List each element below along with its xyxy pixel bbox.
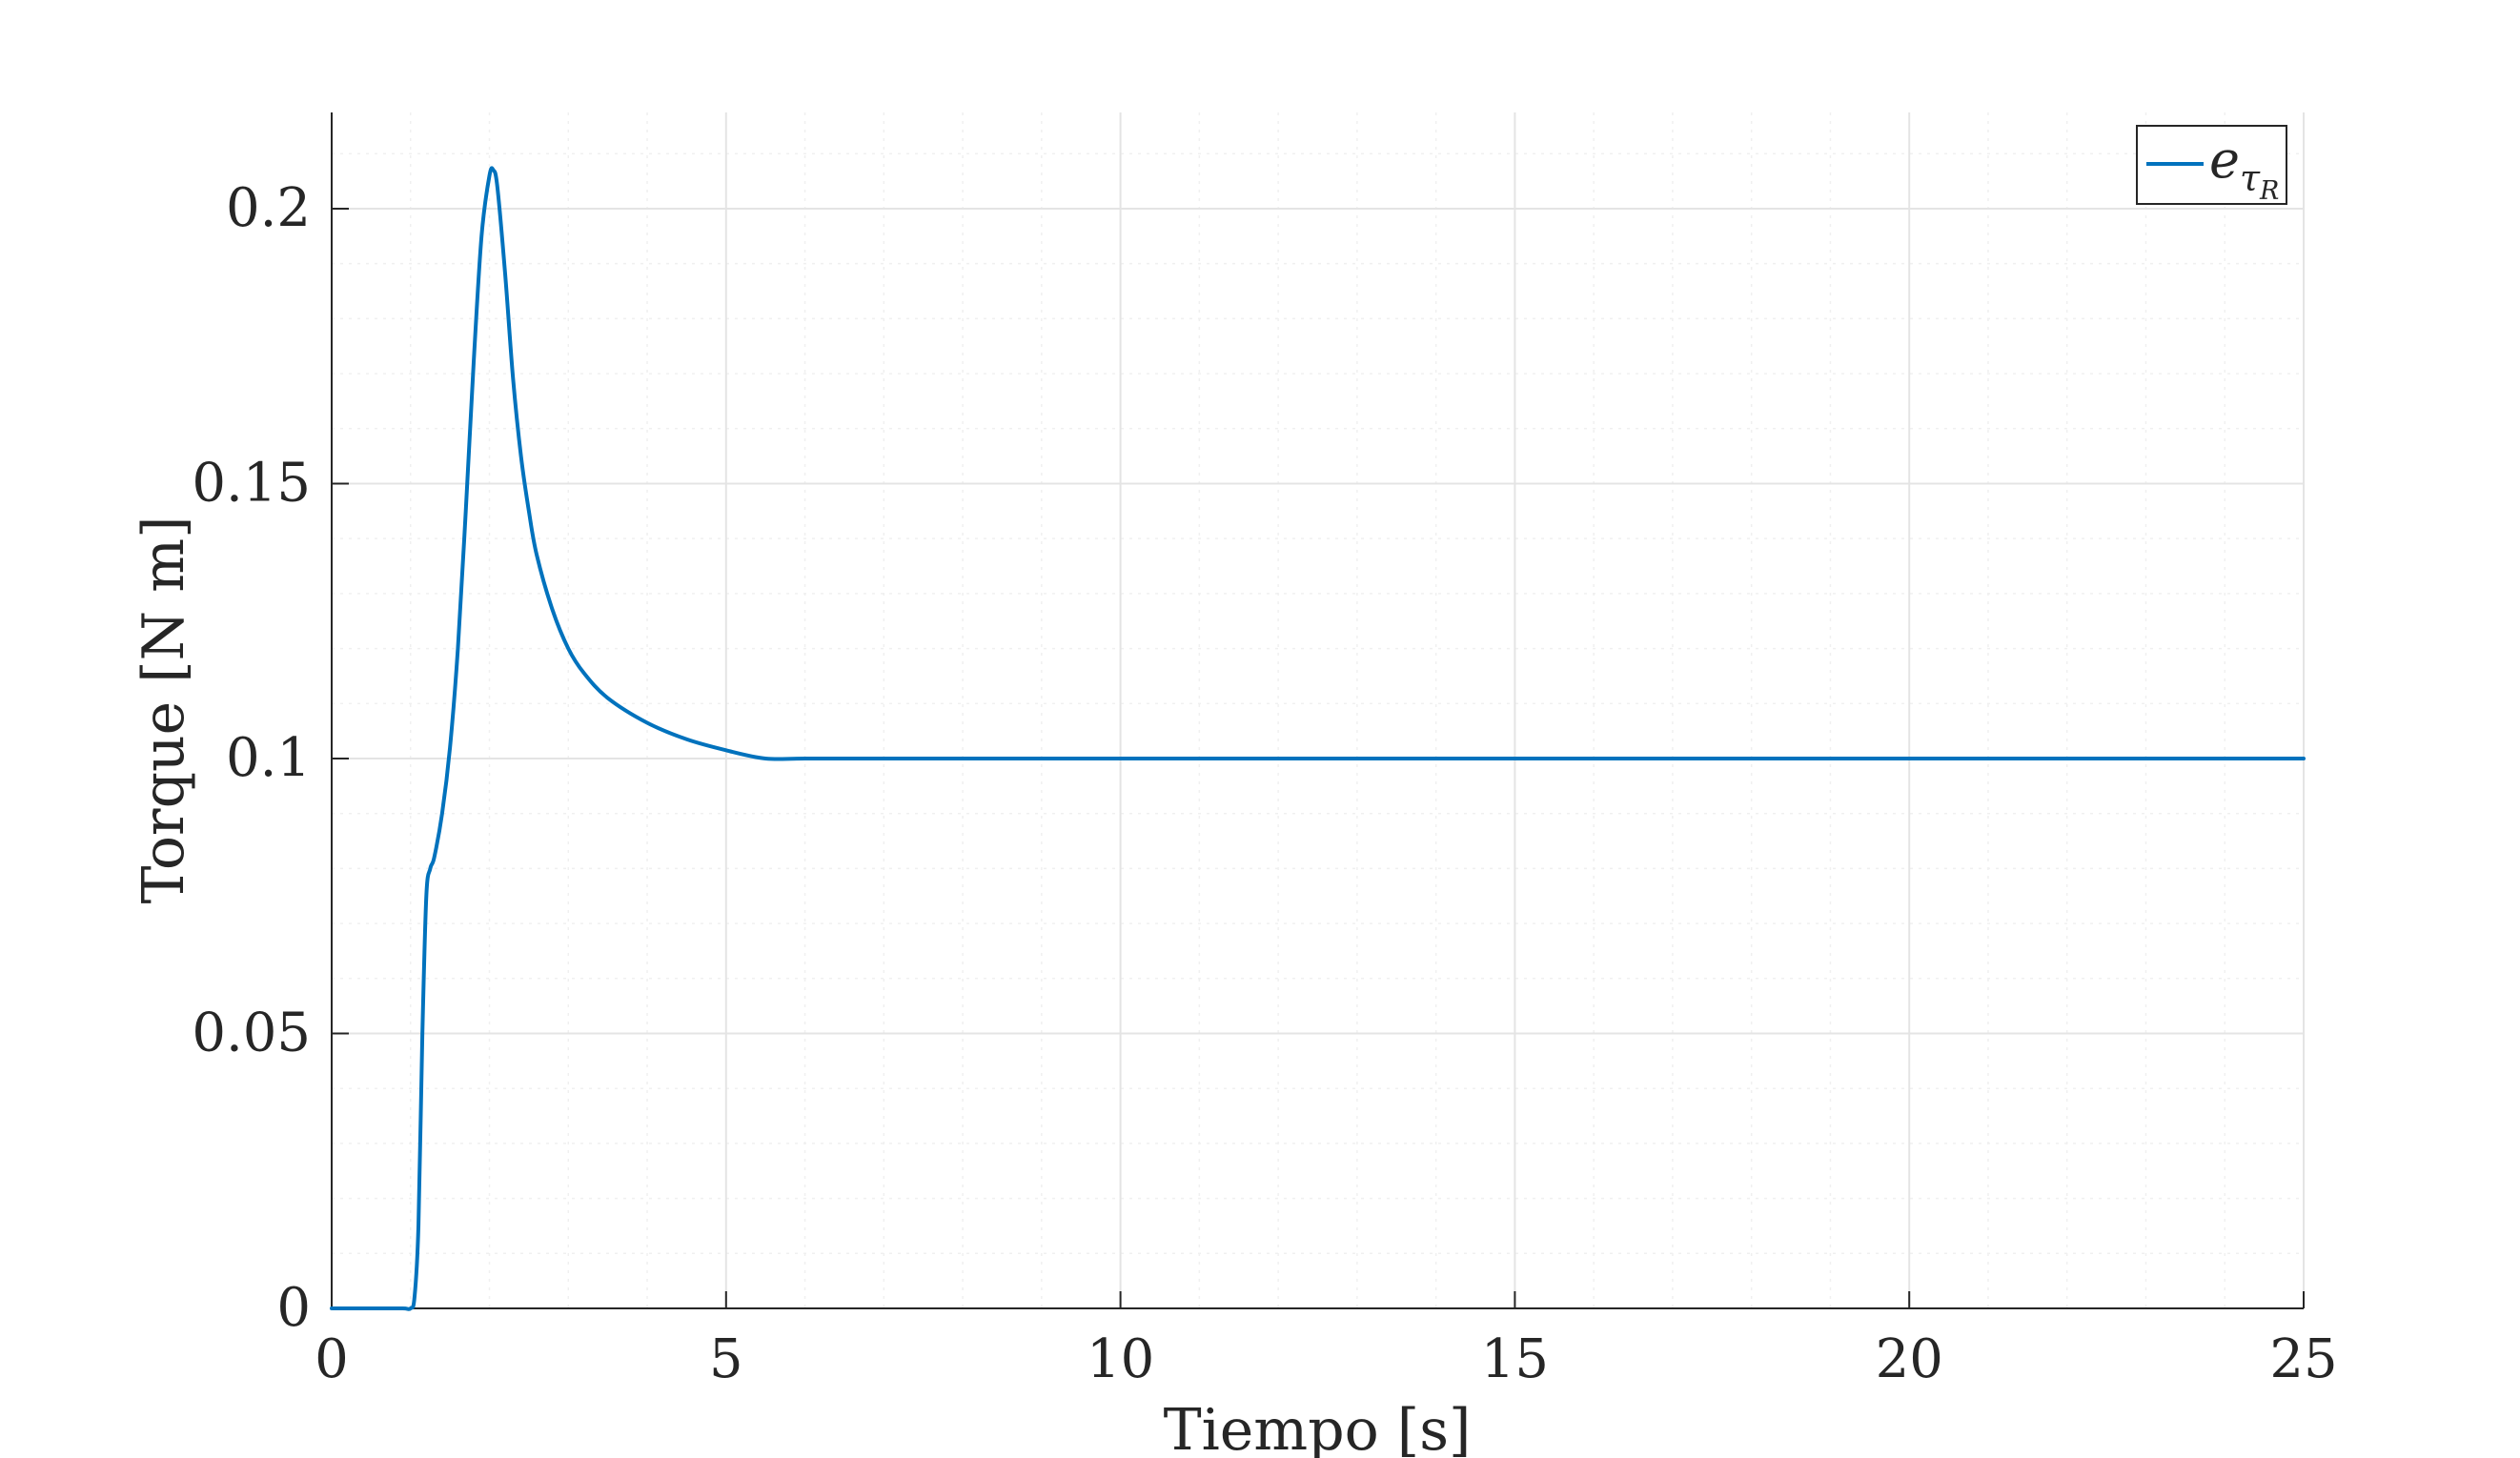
legend: eτR xyxy=(2136,125,2287,206)
series-line xyxy=(330,166,2306,1311)
y-axis-label: Torque [N m] xyxy=(131,516,197,903)
legend-subsub: R xyxy=(2259,176,2279,206)
y-tick-label: 0 xyxy=(276,1277,311,1339)
legend-sub: τ xyxy=(2240,157,2261,199)
x-tick-label: 10 xyxy=(1087,1328,1154,1390)
y-tick-label: 0.15 xyxy=(192,452,311,514)
y-tick-label: 0.2 xyxy=(226,177,311,239)
x-tick-label: 5 xyxy=(709,1328,743,1390)
y-tick-label: 0.1 xyxy=(226,727,311,789)
legend-box xyxy=(2136,125,2287,205)
y-tick-label: 0.05 xyxy=(192,1002,311,1063)
plot-background xyxy=(332,112,2304,1308)
minor-grid xyxy=(332,112,2304,1308)
series-layer xyxy=(330,166,2306,1311)
legend-base: e xyxy=(2209,130,2240,190)
x-tick-label: 20 xyxy=(1876,1328,1943,1390)
legend-entry: eτR xyxy=(2209,130,2279,206)
x-tick-label: 0 xyxy=(315,1328,349,1390)
tick-labels: 0 5 10 15 20 25 0 0.05 0.1 0.15 0.2 xyxy=(192,177,2337,1390)
x-tick-label: 15 xyxy=(1481,1328,1549,1390)
axes xyxy=(331,112,2304,1309)
x-tick-label: 25 xyxy=(2269,1328,2337,1390)
x-axis-label: Tiempo [s] xyxy=(1164,1397,1472,1458)
